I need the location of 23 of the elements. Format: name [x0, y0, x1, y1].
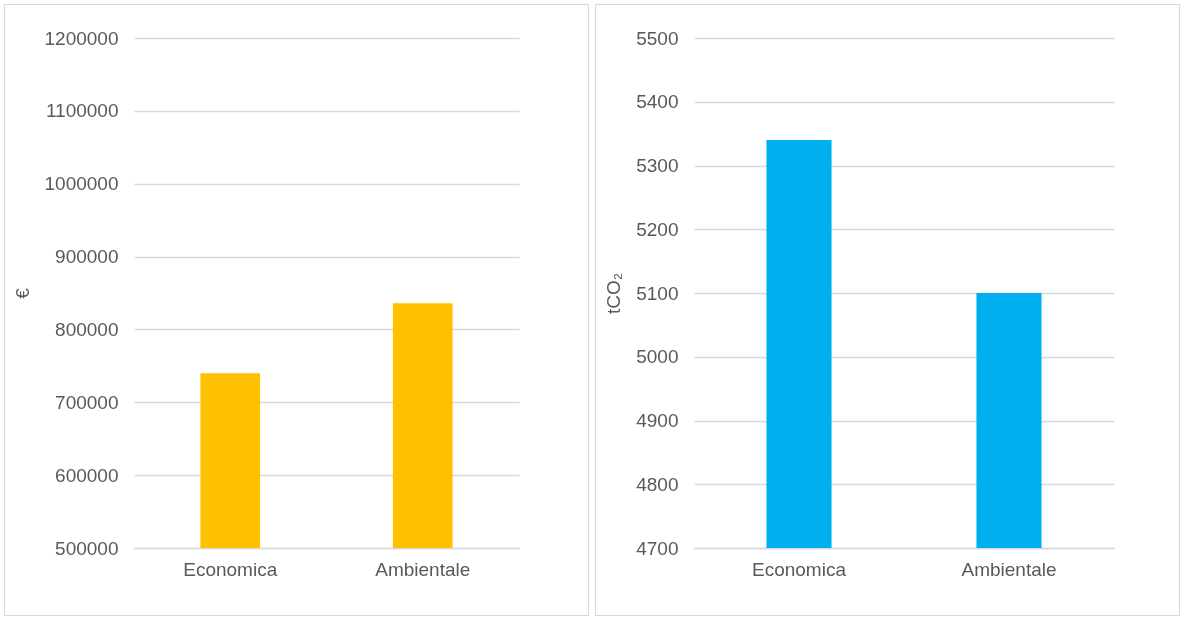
y-tick-label: 4700 [636, 537, 679, 559]
y-tick-label: 5100 [636, 282, 679, 304]
y-tick-label: 5000 [636, 346, 679, 368]
x-tick-label: Economica [183, 558, 278, 580]
y-tick-label: 5300 [636, 155, 679, 176]
x-tick-label: Ambientale [375, 558, 471, 580]
y-tick-label: 4900 [636, 410, 679, 431]
x-tick-label: Ambientale [961, 558, 1057, 580]
y-tick-label: 600000 [55, 464, 119, 486]
y-tick-label: 5400 [636, 91, 679, 113]
y-tick-label: 1100000 [45, 100, 119, 122]
y-tick-label: 800000 [55, 318, 119, 340]
y-tick-label: 4800 [636, 473, 679, 495]
y-tick-label: 700000 [55, 391, 119, 413]
y-tick-label: 900000 [55, 246, 119, 268]
y-axis-title: € [11, 287, 33, 299]
y-tick-label: 5200 [636, 218, 679, 240]
x-tick-label: Economica [752, 558, 847, 580]
y-axis-title: tCO₂ [603, 272, 625, 315]
y-tick-label: 5500 [636, 27, 679, 49]
y-tick-label: 1200000 [44, 27, 119, 49]
y-tick-label: 500000 [55, 537, 119, 559]
y-tick-label: 1000000 [44, 173, 119, 195]
